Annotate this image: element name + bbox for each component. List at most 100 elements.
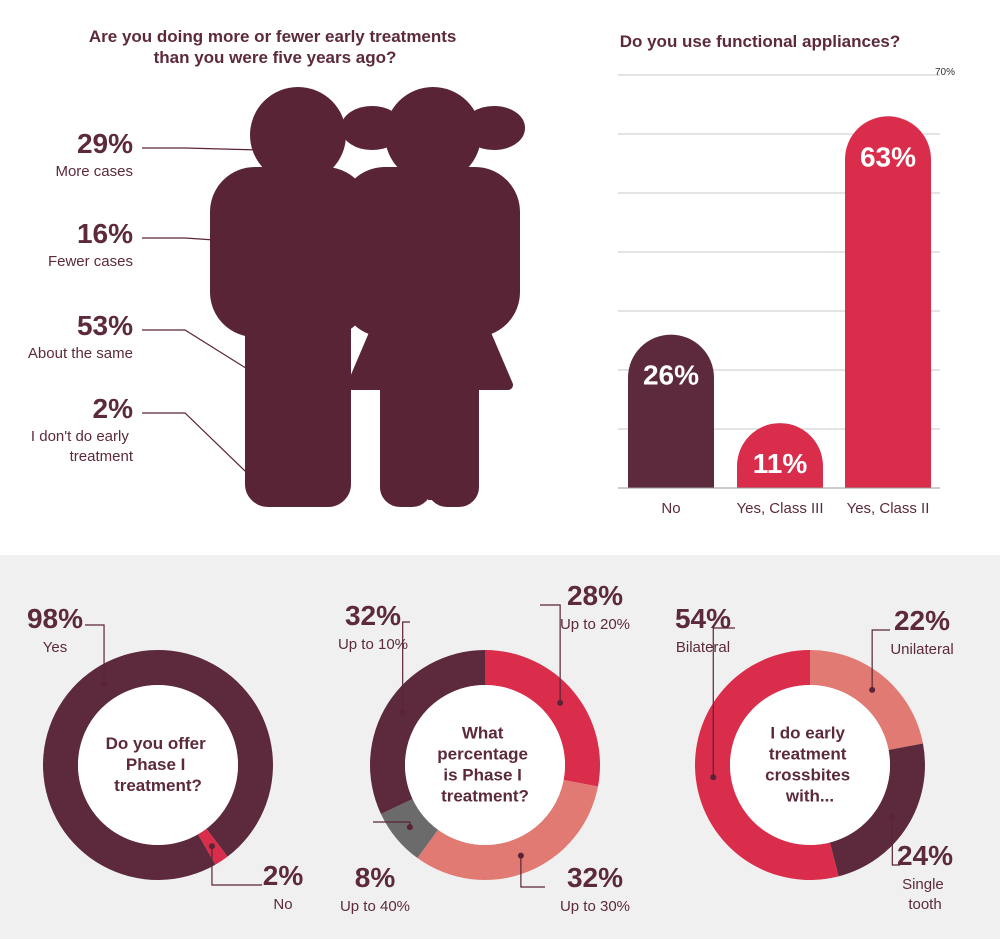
donut-hole xyxy=(405,685,565,845)
category-label: Up to 10% xyxy=(338,636,408,653)
donut-title: I do early treatment crossbites with... xyxy=(765,724,855,806)
value-label: 2% xyxy=(93,393,134,424)
value-label: 24% xyxy=(897,840,953,871)
bar xyxy=(737,423,823,488)
category-label: More cases xyxy=(55,163,133,180)
category-label-line: Up to 10% xyxy=(338,636,408,653)
donut-segment xyxy=(695,650,839,880)
chart-title-line: than you were five years ago? xyxy=(154,48,397,67)
donut-title-line: is Phase I xyxy=(443,766,526,785)
category-label-line: I don't do early xyxy=(31,428,133,445)
donut-title-line: treatment xyxy=(769,745,851,764)
leader-line xyxy=(142,237,279,245)
leader-dot xyxy=(275,241,281,248)
donut-title-line: treatment? xyxy=(441,787,529,806)
value-label: 32% xyxy=(345,600,401,631)
category-label: Single tooth xyxy=(902,876,948,913)
value-label: 32% xyxy=(567,862,623,893)
leader-dot xyxy=(406,824,413,831)
donut-title-line: Do you offer xyxy=(106,734,211,753)
pictogram-band xyxy=(215,498,520,502)
leader-line xyxy=(871,629,890,690)
donut-title-line: Phase I xyxy=(126,755,190,774)
category-label: About the same xyxy=(28,345,133,362)
category-label: Bilateral xyxy=(676,639,730,656)
category-label-line: treatment xyxy=(70,448,134,465)
x-tick-label: Yes, Class III xyxy=(737,500,824,517)
category-label-line: Bilateral xyxy=(676,639,730,656)
donut-segment xyxy=(810,650,923,751)
value-label: 98% xyxy=(27,603,83,634)
donut-segment xyxy=(417,779,598,880)
category-label-line: tooth xyxy=(908,896,941,913)
chart-title: Do you use functional appliances? xyxy=(620,32,901,51)
leader-dot xyxy=(889,814,896,821)
leader-dot xyxy=(557,699,564,706)
x-tick-label: Yes, Class II xyxy=(847,500,930,517)
leader-line xyxy=(85,624,105,684)
donut-hole xyxy=(78,685,238,845)
leader-dot xyxy=(517,852,524,859)
value-label: 54% xyxy=(675,603,731,634)
donut-hole xyxy=(730,685,890,845)
category-label-line: Single xyxy=(902,876,948,893)
donut-title-line: What xyxy=(462,724,508,743)
value-label: 16% xyxy=(77,218,133,249)
leader-dot xyxy=(275,385,281,392)
category-label-line: Unilateral xyxy=(890,641,953,658)
category-label-line: About the same xyxy=(28,345,133,362)
donut-title-line: crossbites xyxy=(765,766,855,785)
leader-dot xyxy=(710,774,717,781)
value-label: 63% xyxy=(860,141,916,172)
leader-line xyxy=(402,621,410,713)
category-label-line: Up to 40% xyxy=(340,898,410,915)
donut-title-line: treatment? xyxy=(114,776,202,795)
leader-line xyxy=(211,846,262,886)
category-label-line: Fewer cases xyxy=(48,253,133,270)
kids-details xyxy=(248,100,508,500)
category-label-line: No xyxy=(273,896,292,913)
leader-line xyxy=(142,147,279,152)
bar xyxy=(845,116,931,489)
leader-dot xyxy=(101,680,108,687)
donut-title-line: with... xyxy=(785,787,834,806)
category-label-line: More cases xyxy=(55,163,133,180)
value-label: 26% xyxy=(643,360,699,391)
category-label: Yes xyxy=(43,639,67,656)
chart-title-line: Are you doing more or fewer early treatm… xyxy=(89,27,461,46)
leader-line xyxy=(891,817,900,866)
y-tick-label: 70% xyxy=(935,67,955,78)
donut-title: What percentage is Phase I treatment? xyxy=(437,724,532,806)
category-label: Up to 40% xyxy=(340,898,410,915)
value-label: 53% xyxy=(77,310,133,341)
leader-dot xyxy=(399,709,406,716)
category-label-line: Yes xyxy=(43,639,67,656)
leader-dot xyxy=(275,147,281,154)
donut-segment xyxy=(370,650,485,814)
donut-segment xyxy=(43,649,274,880)
donut-segment xyxy=(485,650,600,787)
leader-line xyxy=(142,329,279,389)
category-label: Fewer cases xyxy=(48,253,133,270)
value-label: 2% xyxy=(263,860,304,891)
donut-title-line: I do early xyxy=(770,724,849,743)
leader-line xyxy=(142,412,279,504)
chart-title: Are you doing more or fewer early treatm… xyxy=(89,27,461,67)
leader-line xyxy=(540,604,561,703)
category-label: Up to 30% xyxy=(560,898,630,915)
value-label: 29% xyxy=(77,128,133,159)
donut-title: Do you offer Phase I treatment? xyxy=(106,734,211,795)
leader-line xyxy=(712,627,735,778)
leader-dot xyxy=(869,686,876,693)
category-label-line: Up to 30% xyxy=(560,898,630,915)
value-label: 22% xyxy=(894,605,950,636)
value-label: 8% xyxy=(355,862,396,893)
leader-dot xyxy=(208,843,215,850)
category-label: No xyxy=(273,896,292,913)
donut-segment xyxy=(829,743,925,877)
category-label: I don't do early treatment xyxy=(31,428,134,465)
category-label: Unilateral xyxy=(890,641,953,658)
bar xyxy=(628,334,714,488)
